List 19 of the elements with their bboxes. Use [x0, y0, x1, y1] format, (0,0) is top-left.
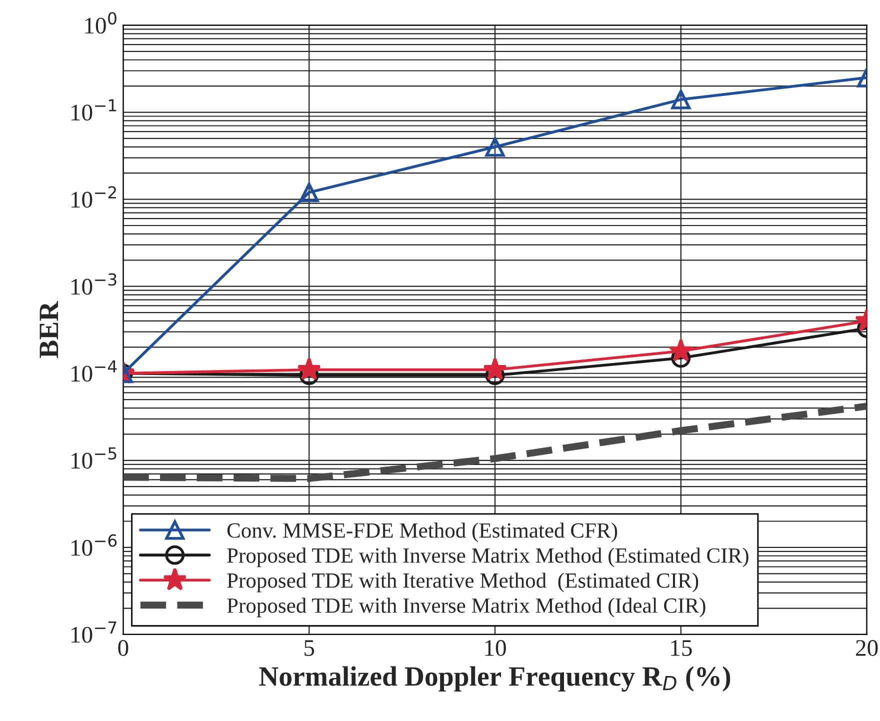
- y-tick-label: 10$^{−1}$: [72, 99, 116, 121]
- legend-label: Proposed TDE with Iterative Method (Estimated CIR): [227, 572, 698, 592]
- legend-label: Proposed TDE with Inverse Matrix Method (Estimated CIR): [227, 548, 748, 568]
- y-tick-label: 10$^{0}$: [85, 12, 116, 34]
- y-tick-label: 10$^{−4}$: [72, 360, 117, 382]
- y-tick-label: 10$^{−6}$: [72, 534, 117, 556]
- legend-label: Proposed TDE with Inverse Matrix Method (Ideal CIR): [227, 598, 706, 618]
- x-tick-label: 0: [118, 640, 128, 656]
- y-tick-label: 10$^{−3}$: [72, 273, 116, 295]
- x-axis-title: Normalized Doppler Frequency R$_{D}$ (%): [259, 666, 730, 692]
- x-tick-label: 10: [485, 640, 506, 656]
- y-tick-label: 10$^{−5}$: [72, 447, 116, 469]
- x-tick-label: 20: [856, 640, 878, 656]
- y-tick-label: 10$^{−2}$: [72, 186, 116, 208]
- y-tick-label: 10$^{−7}$: [72, 621, 116, 643]
- y-axis-title: BER: [40, 301, 58, 358]
- legend-label: Conv. MMSE-FDE Method (Estimated CFR): [227, 522, 618, 542]
- x-tick-label: 5: [304, 640, 314, 656]
- x-tick-label: 15: [671, 640, 692, 656]
